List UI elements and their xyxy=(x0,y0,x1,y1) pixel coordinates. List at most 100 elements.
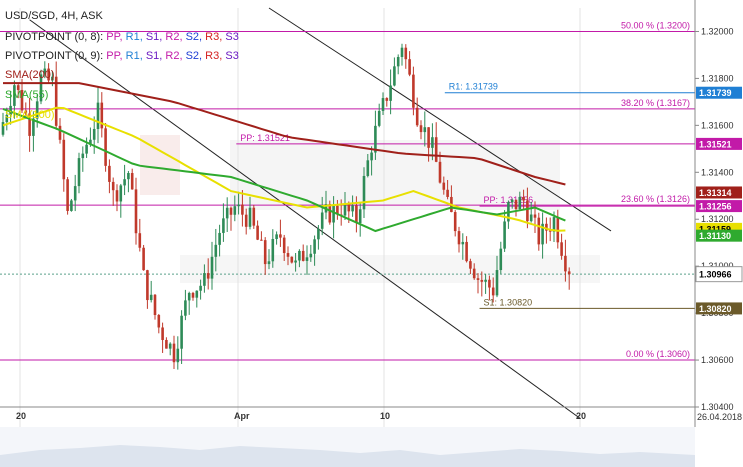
candle-body xyxy=(567,271,571,275)
candle-body xyxy=(54,76,58,126)
candle-body xyxy=(237,204,240,207)
candle-body xyxy=(400,47,404,57)
candle-body xyxy=(172,343,176,363)
price-tag-box xyxy=(696,302,742,315)
candle-body xyxy=(541,223,544,245)
candle-body xyxy=(222,218,225,233)
candle-body xyxy=(73,186,77,201)
level-label: PP: 1.31256 xyxy=(484,195,534,205)
candle-body xyxy=(32,118,35,136)
candle-body xyxy=(305,257,309,261)
candle-body xyxy=(214,244,218,257)
candle-body xyxy=(130,173,134,190)
y-tick-label: 1.31200 xyxy=(701,214,734,224)
candle-body xyxy=(298,250,301,261)
candle-body xyxy=(195,290,199,298)
candle-body xyxy=(491,287,495,296)
candle-body xyxy=(225,207,229,219)
candle-body xyxy=(96,102,100,129)
pivot-legend-r2: R2, xyxy=(165,50,185,62)
candle-body xyxy=(488,279,491,288)
candle-body xyxy=(229,207,233,215)
candle-body xyxy=(233,206,237,215)
channel-line xyxy=(268,7,612,232)
price-tag-box xyxy=(695,266,743,283)
candle-body xyxy=(377,110,381,126)
candle-body xyxy=(438,161,442,183)
level-label: 50.00 % (1.3200) xyxy=(621,20,690,30)
candle-body xyxy=(203,273,206,286)
pivot-legend-line-1: PIVOTPOINT (0, 8): PP, R1, S1, R2, S2, R… xyxy=(5,31,239,43)
candle-body xyxy=(271,239,275,262)
level-label: 23.60 % (1.3126) xyxy=(621,194,690,204)
candle-body xyxy=(320,212,324,229)
candle-body xyxy=(244,214,248,227)
sma100-legend: SMA(100) xyxy=(5,109,55,121)
pivot-legend-pp: PP, xyxy=(106,50,125,62)
candle-body xyxy=(180,315,183,349)
candle-body xyxy=(123,179,126,186)
pivot-legend-s2: S2, xyxy=(186,50,206,62)
level-label: S1: 1.30820 xyxy=(484,297,533,307)
candle-body xyxy=(415,107,419,126)
candle-body xyxy=(43,68,47,75)
candle-body xyxy=(476,278,480,280)
candle-body xyxy=(111,181,115,191)
price-tag-pp: 1.31256 xyxy=(696,200,742,213)
price-tag-sma55: 1.31130 xyxy=(696,229,742,242)
overview-strip xyxy=(0,427,695,467)
price-tag-label: 1.31739 xyxy=(699,88,732,98)
y-tick-label: 1.31400 xyxy=(701,167,734,177)
candle-body xyxy=(374,125,377,153)
pivot-legend-s2: S2, xyxy=(186,31,206,43)
candle-body xyxy=(294,260,297,263)
x-tick-label: 10 xyxy=(380,411,390,421)
candle-body xyxy=(184,300,187,316)
candle-body xyxy=(393,66,396,86)
sma200-line xyxy=(3,82,566,186)
sma55-line xyxy=(2,107,566,233)
pivot-legend-prefix: PIVOTPOINT (0, 9): xyxy=(5,50,106,62)
candle-body xyxy=(210,256,214,279)
candle-body xyxy=(404,47,408,60)
pivot-legend-line-2: PIVOTPOINT (0, 9): PP, R1, S1, R2, S2, R… xyxy=(5,50,239,62)
candle-body xyxy=(66,179,69,211)
grid xyxy=(19,8,581,427)
candle-body xyxy=(267,261,271,265)
candle-body xyxy=(191,292,195,298)
candle-body xyxy=(514,199,518,210)
candle-body xyxy=(275,234,278,240)
candle-body xyxy=(423,127,427,133)
price-tag-label: 1.31256 xyxy=(699,202,732,212)
pivot-legend-s3: S3 xyxy=(225,31,238,43)
y-tick-label: 1.32000 xyxy=(701,26,734,36)
price-tag-box xyxy=(696,229,742,242)
candle-body xyxy=(35,101,39,119)
pivot-legend-s1: S1, xyxy=(146,31,166,43)
candle-body xyxy=(20,89,24,111)
date-label: 26.04.2018 xyxy=(697,412,742,422)
level-label: PP: 1.31521 xyxy=(240,133,290,143)
candle-body xyxy=(279,234,282,238)
candle-body xyxy=(548,230,552,232)
chart-title: USD/SGD, 4H, ASK xyxy=(5,10,103,22)
candle-body xyxy=(503,221,506,249)
candle-body xyxy=(39,74,43,102)
x-tick-label: 20 xyxy=(576,411,586,421)
candle-body xyxy=(153,294,157,316)
level-label: 0.00 % (1.3060) xyxy=(626,349,690,359)
candle-body xyxy=(419,125,423,133)
candle-body xyxy=(24,110,28,114)
candle-body xyxy=(168,343,172,349)
candle-body xyxy=(332,205,335,223)
candle-body xyxy=(134,189,138,234)
candle-body xyxy=(366,160,370,176)
candle-body xyxy=(256,225,259,240)
candle-body xyxy=(461,241,465,245)
candle-body xyxy=(389,85,392,101)
candle-body xyxy=(480,279,484,282)
candle-body xyxy=(1,122,5,135)
candle-body xyxy=(161,327,164,340)
candle-body xyxy=(381,98,385,111)
y-tick-label: 1.30600 xyxy=(701,355,734,365)
